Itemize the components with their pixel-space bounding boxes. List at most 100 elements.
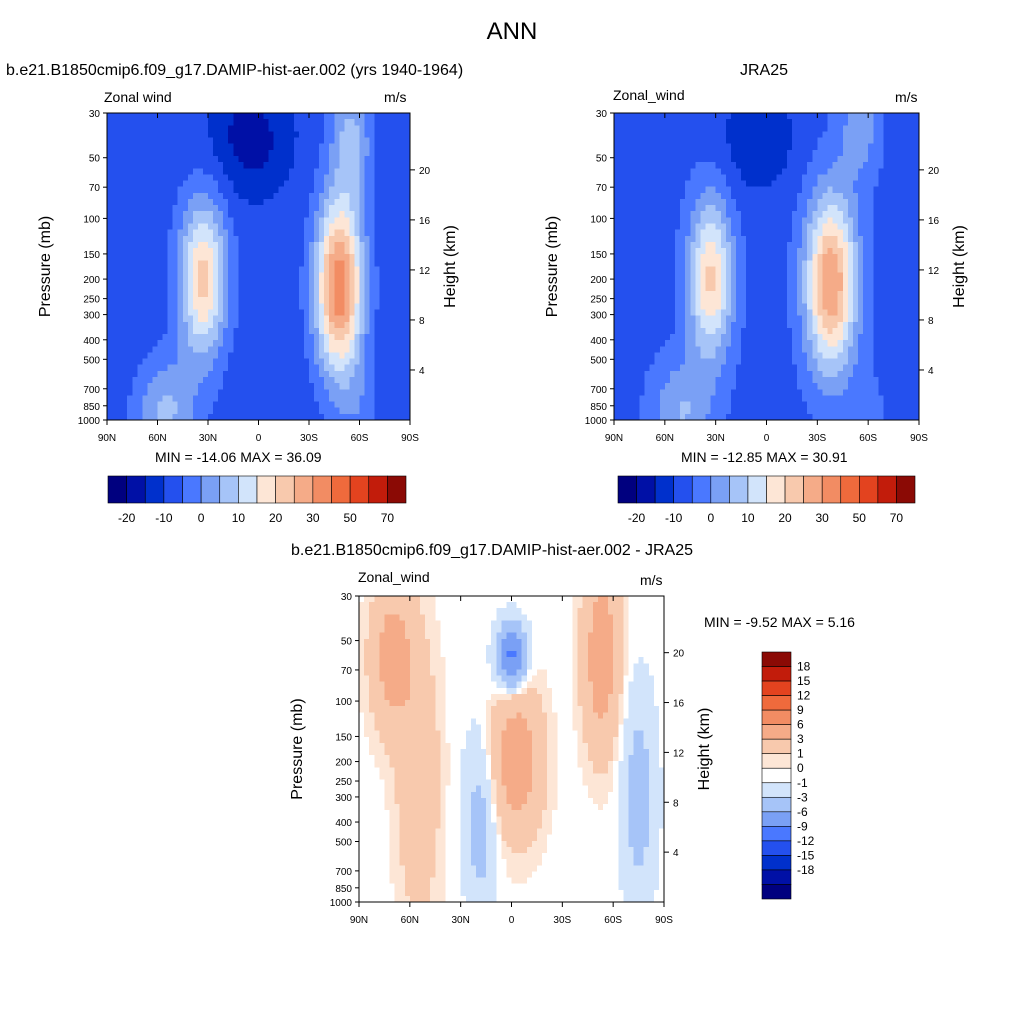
field-cell xyxy=(746,192,752,200)
field-cell xyxy=(339,235,345,243)
field-cell xyxy=(152,358,159,366)
field-cell xyxy=(868,297,874,304)
field-cell xyxy=(369,370,376,378)
field-cell xyxy=(893,143,900,151)
field-cell xyxy=(248,211,255,218)
field-cell xyxy=(883,248,890,255)
field-cell xyxy=(384,284,391,292)
field-cell xyxy=(344,235,350,243)
field-cell xyxy=(404,205,411,212)
field-cell xyxy=(374,137,381,145)
field-cell xyxy=(152,205,159,212)
lat-tick-label: 30N xyxy=(199,433,217,444)
field-cell xyxy=(233,168,239,175)
field-cell xyxy=(710,155,717,163)
field-cell xyxy=(349,186,356,194)
field-cell xyxy=(228,248,234,255)
field-cell xyxy=(842,217,849,225)
field-cell xyxy=(167,143,174,151)
field-cell xyxy=(298,352,305,360)
field-cell xyxy=(359,162,366,169)
field-cell xyxy=(903,125,910,133)
field-cell xyxy=(303,272,310,280)
field-cell xyxy=(132,291,138,298)
field-cell xyxy=(741,217,747,225)
field-cell xyxy=(858,143,864,151)
field-cell xyxy=(389,229,396,237)
panel2-plot: 3050701001502002503004005007008501000201… xyxy=(544,109,968,444)
field-cell xyxy=(807,291,813,298)
field-cell xyxy=(112,223,118,231)
field-cell xyxy=(228,297,234,304)
field-cell xyxy=(715,113,722,120)
field-cell xyxy=(268,315,275,323)
field-cell xyxy=(797,180,803,188)
field-cell xyxy=(629,248,635,255)
field-cell xyxy=(369,125,376,133)
field-cell xyxy=(893,235,900,243)
field-cell xyxy=(842,143,849,151)
field-cell xyxy=(374,278,381,286)
field-cell xyxy=(127,321,133,329)
field-cell xyxy=(379,241,386,249)
field-cell xyxy=(389,358,396,366)
field-cell xyxy=(399,229,406,237)
field-cell xyxy=(766,278,773,286)
field-cell xyxy=(908,113,915,120)
field-cell xyxy=(107,149,113,157)
field-cell xyxy=(213,303,219,311)
field-cell xyxy=(213,407,219,415)
field-cell xyxy=(309,309,315,317)
field-cell xyxy=(389,235,396,243)
field-cell xyxy=(913,217,920,225)
field-cell xyxy=(263,137,270,145)
field-cell xyxy=(898,168,905,175)
field-cell xyxy=(107,291,113,298)
field-cell xyxy=(695,125,702,133)
field-cell xyxy=(107,125,113,133)
field-cell xyxy=(263,192,270,200)
field-cell xyxy=(314,229,320,237)
field-cell xyxy=(690,260,696,268)
field-cell xyxy=(213,395,219,403)
field-cell xyxy=(404,174,411,182)
field-cell xyxy=(142,383,148,390)
field-cell xyxy=(680,174,686,182)
field-cell xyxy=(404,340,411,347)
field-cell xyxy=(741,162,747,169)
field-cell xyxy=(288,297,295,304)
field-cell xyxy=(720,223,727,231)
field-cell xyxy=(736,143,742,151)
field-cell xyxy=(893,192,900,200)
field-cell xyxy=(243,315,249,323)
field-cell xyxy=(283,162,290,169)
field-cell xyxy=(802,143,808,151)
field-cell xyxy=(888,291,895,298)
field-cell xyxy=(807,248,813,255)
field-cell xyxy=(863,198,869,206)
field-cell xyxy=(319,180,325,188)
field-cell xyxy=(700,272,707,280)
field-cell xyxy=(142,297,148,304)
field-cell xyxy=(695,174,702,182)
field-cell xyxy=(147,358,154,366)
field-cell xyxy=(278,149,285,157)
field-cell xyxy=(112,303,118,311)
field-cell xyxy=(893,217,900,225)
field-cell xyxy=(374,272,381,280)
field-cell xyxy=(122,389,128,397)
field-cell xyxy=(669,235,676,243)
field-cell xyxy=(384,217,391,225)
field-cell xyxy=(142,389,148,397)
field-cell xyxy=(364,297,371,304)
field-cell xyxy=(649,119,656,126)
field-cell xyxy=(202,248,209,255)
field-cell xyxy=(278,113,285,120)
field-cell xyxy=(288,309,295,317)
field-cell xyxy=(817,278,824,286)
field-cell xyxy=(238,401,244,409)
field-cell xyxy=(379,266,386,274)
field-cell xyxy=(394,192,401,200)
field-cell xyxy=(202,395,209,403)
field-cell xyxy=(117,180,123,188)
